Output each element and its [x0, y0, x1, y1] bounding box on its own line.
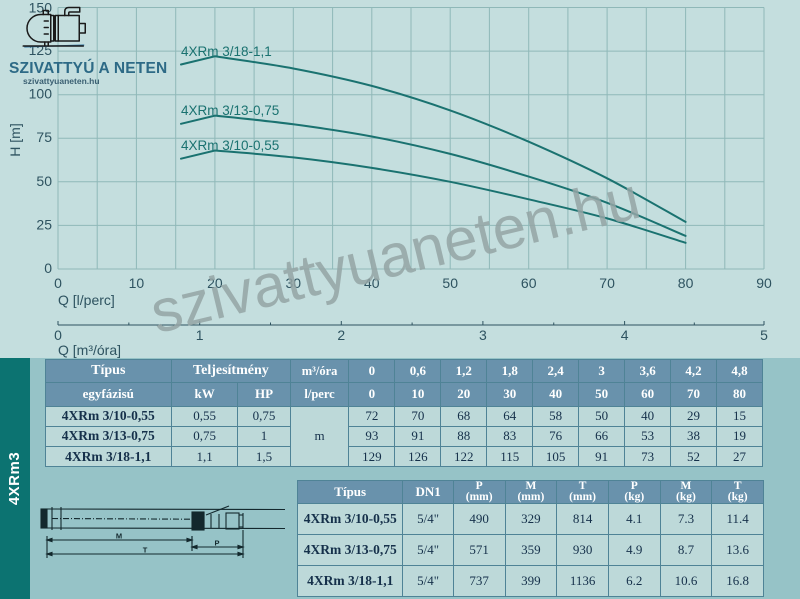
svg-text:4XRm 3/13-0,75: 4XRm 3/13-0,75 [181, 103, 279, 118]
svg-text:5: 5 [760, 327, 768, 343]
svg-text:H [m]: H [m] [7, 123, 23, 156]
svg-text:szivattyuaneten.hu: szivattyuaneten.hu [144, 164, 646, 346]
svg-text:4XRm 3/10-0,55: 4XRm 3/10-0,55 [181, 138, 279, 153]
svg-text:3: 3 [479, 327, 487, 343]
svg-text:T: T [143, 546, 148, 555]
svg-text:4: 4 [621, 327, 629, 343]
svg-text:Q [l/perc]: Q [l/perc] [58, 292, 115, 308]
svg-text:szivattyuaneten.hu: szivattyuaneten.hu [23, 76, 100, 86]
svg-text:60: 60 [521, 275, 537, 291]
svg-text:25: 25 [36, 216, 52, 232]
svg-text:50: 50 [36, 173, 52, 189]
svg-text:P: P [214, 539, 219, 548]
svg-text:75: 75 [36, 129, 52, 145]
svg-text:0: 0 [54, 327, 62, 343]
svg-text:4XRm 3/18-1,1: 4XRm 3/18-1,1 [181, 44, 272, 59]
svg-text:80: 80 [678, 275, 694, 291]
svg-text:10: 10 [129, 275, 145, 291]
svg-text:M: M [116, 532, 122, 541]
svg-text:2: 2 [337, 327, 345, 343]
svg-text:0: 0 [54, 275, 62, 291]
svg-text:Q [m³/óra]: Q [m³/óra] [58, 342, 121, 358]
svg-text:100: 100 [29, 86, 53, 102]
svg-text:0: 0 [44, 260, 52, 276]
svg-text:90: 90 [756, 275, 772, 291]
svg-text:SZIVATTYÚ A NETEN: SZIVATTYÚ A NETEN [9, 59, 167, 77]
svg-text:70: 70 [599, 275, 615, 291]
